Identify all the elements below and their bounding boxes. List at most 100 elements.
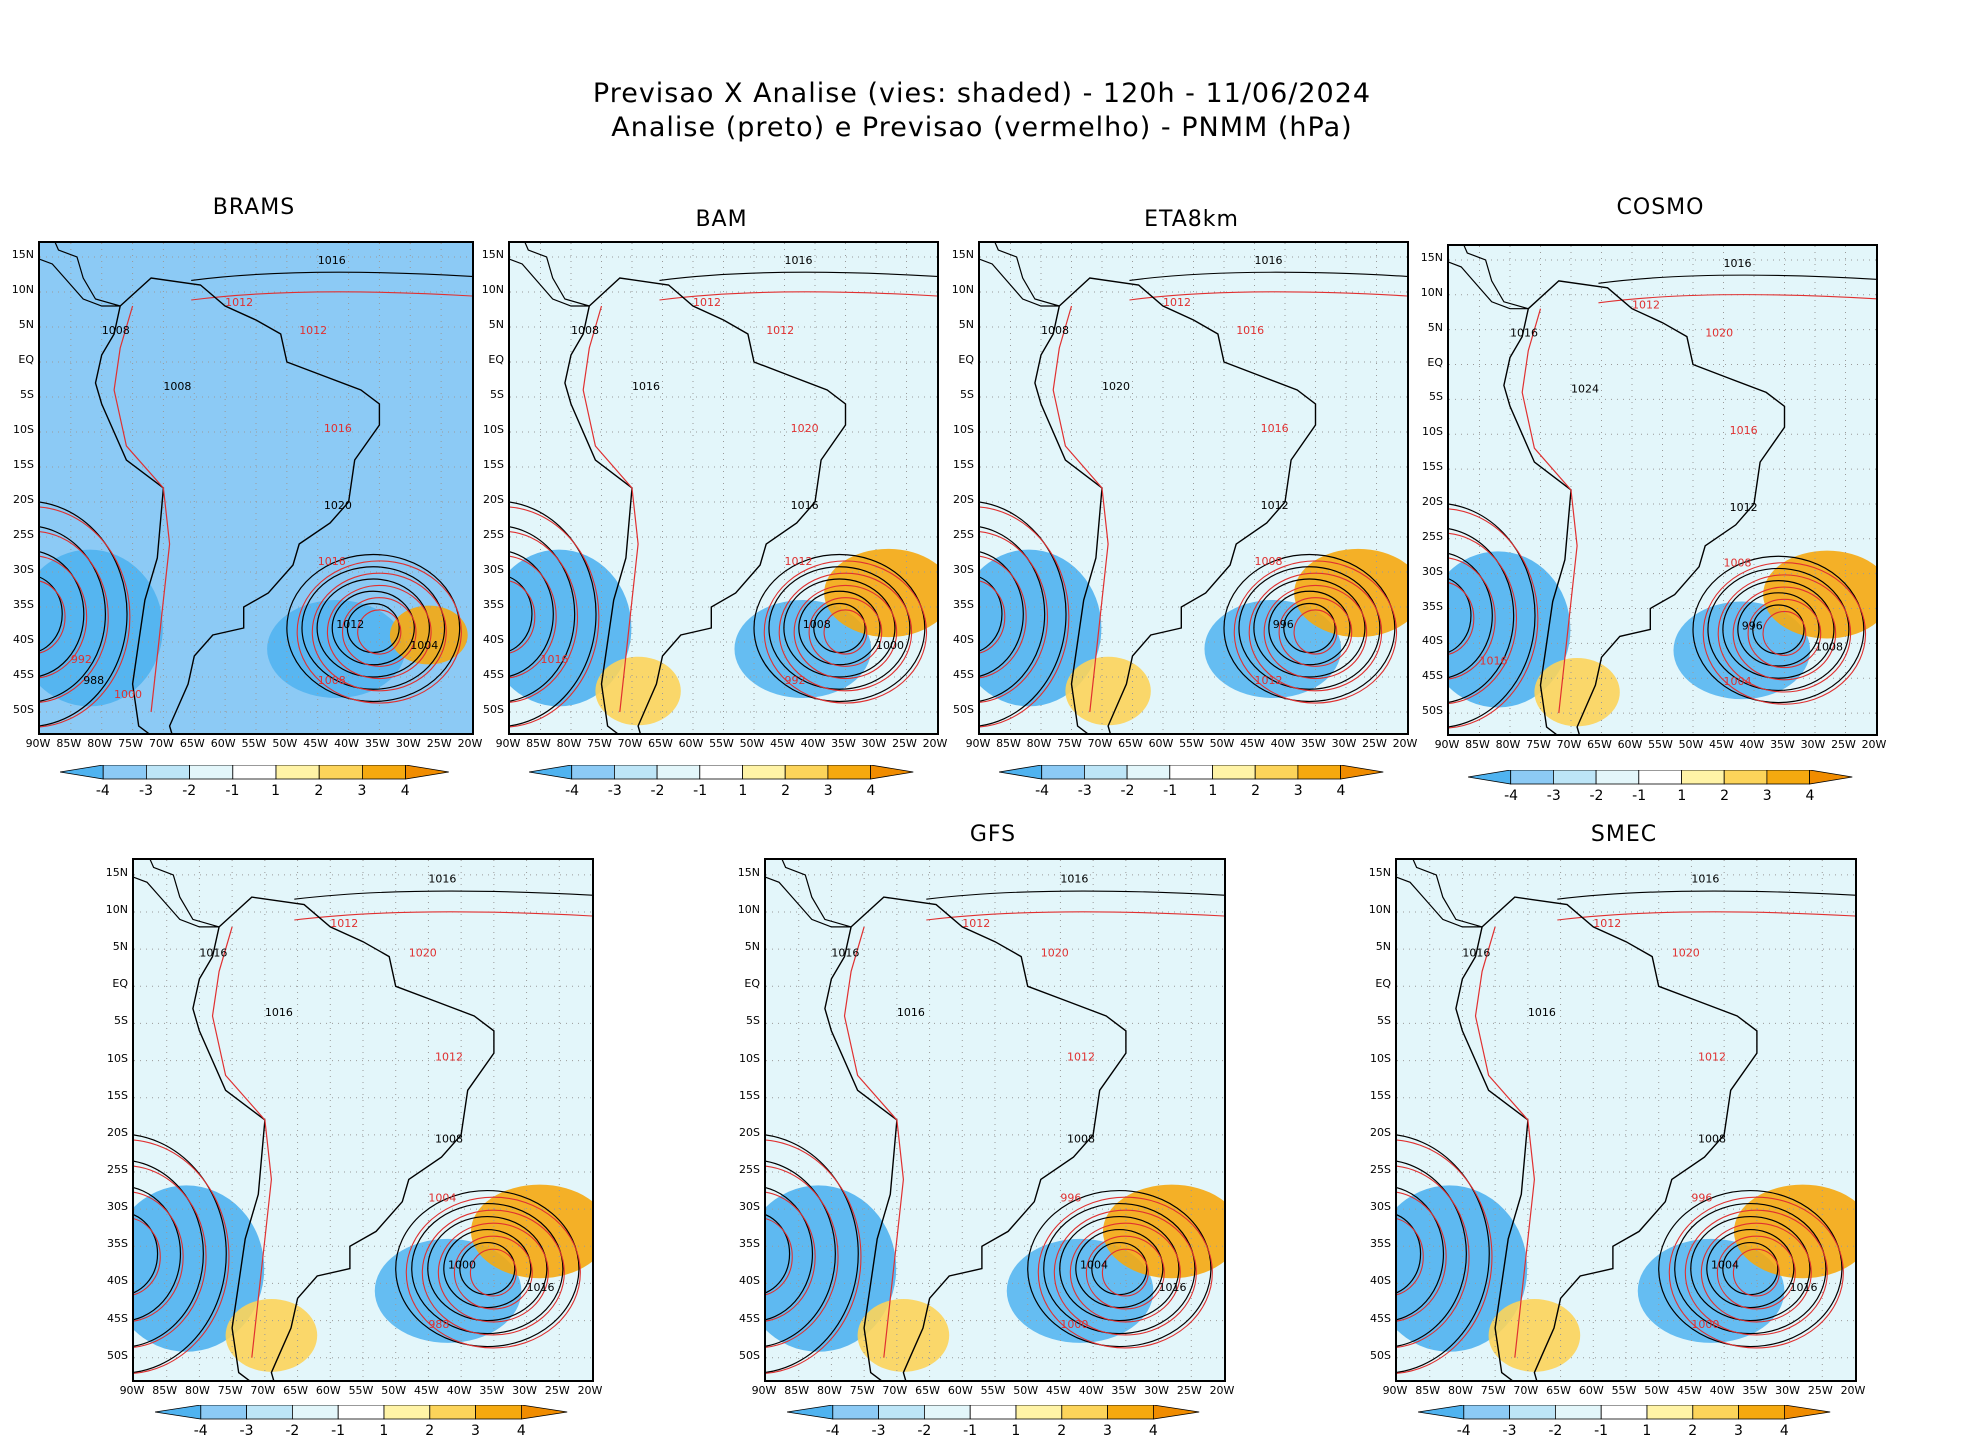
colorbar-label: 3 [1293, 783, 1303, 799]
longitude-label: 35W [1111, 1384, 1137, 1397]
longitude-label: 85W [152, 1384, 178, 1397]
colorbar-segment [699, 764, 744, 780]
colorbar-segment [1212, 764, 1256, 780]
latitude-label: 15N [481, 248, 504, 261]
forecast-isobar [980, 580, 1006, 654]
analysis-isobar [766, 1214, 791, 1294]
longitude-label: 60W [1617, 738, 1643, 751]
colorbar-label: 1 [1642, 1423, 1652, 1439]
contour-label: 1008 [1724, 557, 1752, 570]
latitude-label: EQ [958, 353, 974, 366]
colorbar-label: -4 [1456, 1423, 1471, 1439]
colorbar-segment [154, 1404, 202, 1420]
contour-label: 1000 [114, 688, 142, 701]
latitude-label: 5S [114, 1014, 128, 1028]
contour-label: 1016 [1255, 254, 1283, 267]
latitude-label: 20S [953, 493, 974, 506]
contour-label: 1016 [1528, 1006, 1556, 1019]
longitude-label: 65W [1546, 1384, 1571, 1397]
longitude-label: 75W [118, 737, 143, 750]
longitude-label: 45W [303, 737, 329, 750]
latitude-label: 15N [1420, 250, 1443, 264]
analysis-isobar [768, 566, 911, 690]
longitude-label: 90W [1434, 738, 1460, 751]
longitude-label: 80W [184, 1384, 210, 1397]
positive-bias-area [225, 1299, 318, 1372]
contour-label: 1012 [1067, 1051, 1095, 1064]
latitude-label: 30S [739, 1200, 760, 1214]
analysis-isobar [443, 1228, 532, 1309]
panel-title: BRAMS [212, 195, 296, 220]
longitude-label: 90W [495, 737, 521, 750]
analysis-isobar [1223, 553, 1396, 703]
longitude-label: 80W [556, 737, 582, 750]
colorbar-segment [1061, 1404, 1108, 1420]
contour-label: 1016 [1730, 424, 1758, 437]
longitude-label: 60W [678, 737, 704, 750]
forecast-isobar [510, 555, 557, 679]
positive-bias-area [1534, 658, 1620, 727]
colorbar-segment [1783, 1404, 1831, 1420]
latitude-label: 25S [1370, 1163, 1391, 1176]
colorbar-label: 4 [516, 1423, 526, 1439]
forecast-isobar [405, 1196, 581, 1349]
longitude-label: 70W [617, 737, 643, 750]
colorbar-segment [1509, 1404, 1556, 1420]
colorbar-segment [1681, 769, 1725, 785]
contour-label: 1016 [1236, 324, 1264, 337]
analysis-isobar [1449, 578, 1472, 653]
colorbar-segment [1127, 764, 1171, 780]
longitude-label: 85W [526, 737, 551, 750]
analysis-isobar [1449, 552, 1493, 678]
colorbar-segment [145, 764, 190, 780]
central-america-coastline [134, 860, 220, 928]
forecast-isobar [980, 506, 1070, 728]
colorbar-label: -1 [1632, 788, 1647, 804]
latitude-label: 5N [1375, 940, 1391, 954]
latitude-label: 20S [13, 493, 34, 506]
longitude-label: 30W [395, 737, 421, 750]
longitude-label: 50W [739, 737, 765, 750]
longitude-label: 55W [348, 1384, 374, 1397]
contour-label: 988 [83, 674, 104, 687]
negative-bias-area [980, 549, 1102, 707]
longitude-label: 20W [1840, 1384, 1866, 1397]
south-america-coastline [1034, 277, 1317, 733]
contour-label: 1016 [527, 1281, 555, 1294]
analysis-isobar [1397, 1187, 1445, 1321]
latitude-label: 10N [11, 283, 34, 296]
analysis-isobar [1674, 1202, 1827, 1335]
longitude-label: 40W [1739, 738, 1765, 751]
longitude-label: 60W [1148, 737, 1174, 750]
panel-title: COSMO [1616, 195, 1705, 220]
longitude-label: 45W [1676, 1384, 1702, 1397]
contour-label: 1008 [803, 618, 831, 631]
contour-label: 992 [785, 674, 806, 687]
forecast-isobar [134, 1165, 207, 1348]
latitude-label: 5N [1427, 320, 1443, 334]
contour-label: 1016 [1159, 1281, 1187, 1294]
latitude-label: 5S [960, 388, 974, 401]
colorbar-segment [1468, 769, 1512, 785]
contour-label: 988 [428, 1318, 449, 1331]
colorbar-label: 2 [425, 1423, 435, 1439]
figure-title-line1: Previsao X Analise (vies: shaded) - 120h… [592, 78, 1372, 109]
colorbar-label: -1 [963, 1423, 978, 1439]
colorbar-label: 2 [781, 783, 790, 799]
colorbar-segment [383, 1404, 431, 1420]
longitude-label: 90W [965, 737, 991, 750]
longitude-label: 20W [577, 1384, 603, 1397]
longitude-label: 40W [800, 737, 826, 750]
latitude-label: 25S [1422, 529, 1443, 543]
longitude-label: 45W [1709, 738, 1734, 751]
contour-label: 1012 [1698, 1051, 1726, 1064]
analysis-isobar [1658, 1189, 1843, 1348]
forecast-isobar [510, 506, 600, 728]
analysis-isobar [980, 576, 1003, 652]
map-svg: 1016 1012 1016 1020 1024 1016 1012 1008 996 1004 1… [1449, 246, 1876, 734]
colorbar-label: 2 [1688, 1423, 1698, 1439]
latitude-label: 15S [483, 458, 504, 471]
contour-label: 1020 [1102, 380, 1130, 393]
contour-label: 1012 [693, 296, 721, 309]
colorbar-segment [361, 764, 406, 780]
